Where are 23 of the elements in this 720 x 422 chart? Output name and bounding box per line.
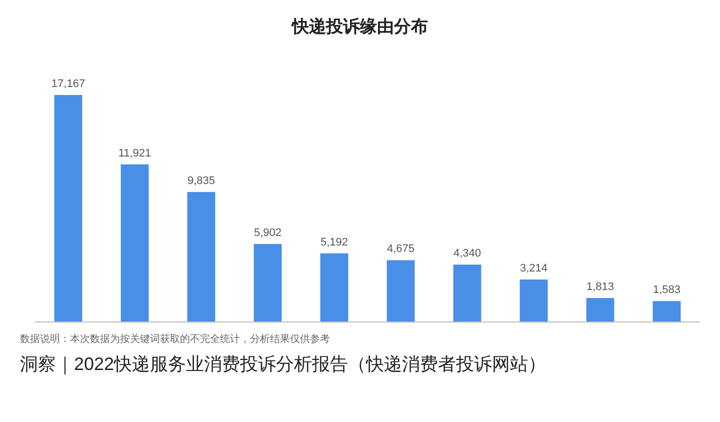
bar — [320, 253, 348, 322]
data-label: 4,675 — [386, 243, 415, 256]
data-label: 11,921 — [118, 147, 152, 160]
data-label: 1,583 — [652, 284, 681, 296]
bar — [254, 244, 282, 322]
text: 数据说明：本次数据为按关键词获取的不完全统计，分析结果仅供参考 — [20, 333, 330, 345]
chart-title: 快递投诉缘由分布 — [291, 17, 428, 36]
data-label: 5,192 — [320, 236, 348, 248]
bar — [120, 164, 149, 322]
bar — [453, 264, 482, 322]
bar — [54, 95, 82, 322]
bar — [386, 260, 415, 322]
bar — [187, 192, 216, 322]
bar — [652, 301, 681, 322]
data-label: 9,835 — [187, 174, 216, 187]
data-label: 4,340 — [453, 248, 482, 260]
bar — [586, 298, 614, 322]
text: 洞察｜2022快递服务业消费投诉分析报告（快递消费者投诉网站） — [20, 354, 546, 375]
data-label: 3,214 — [520, 262, 548, 274]
bar — [520, 280, 548, 322]
data-label: 1,813 — [586, 281, 614, 294]
data-label: 5,902 — [254, 226, 282, 239]
data-label: 17,167 — [51, 78, 86, 90]
